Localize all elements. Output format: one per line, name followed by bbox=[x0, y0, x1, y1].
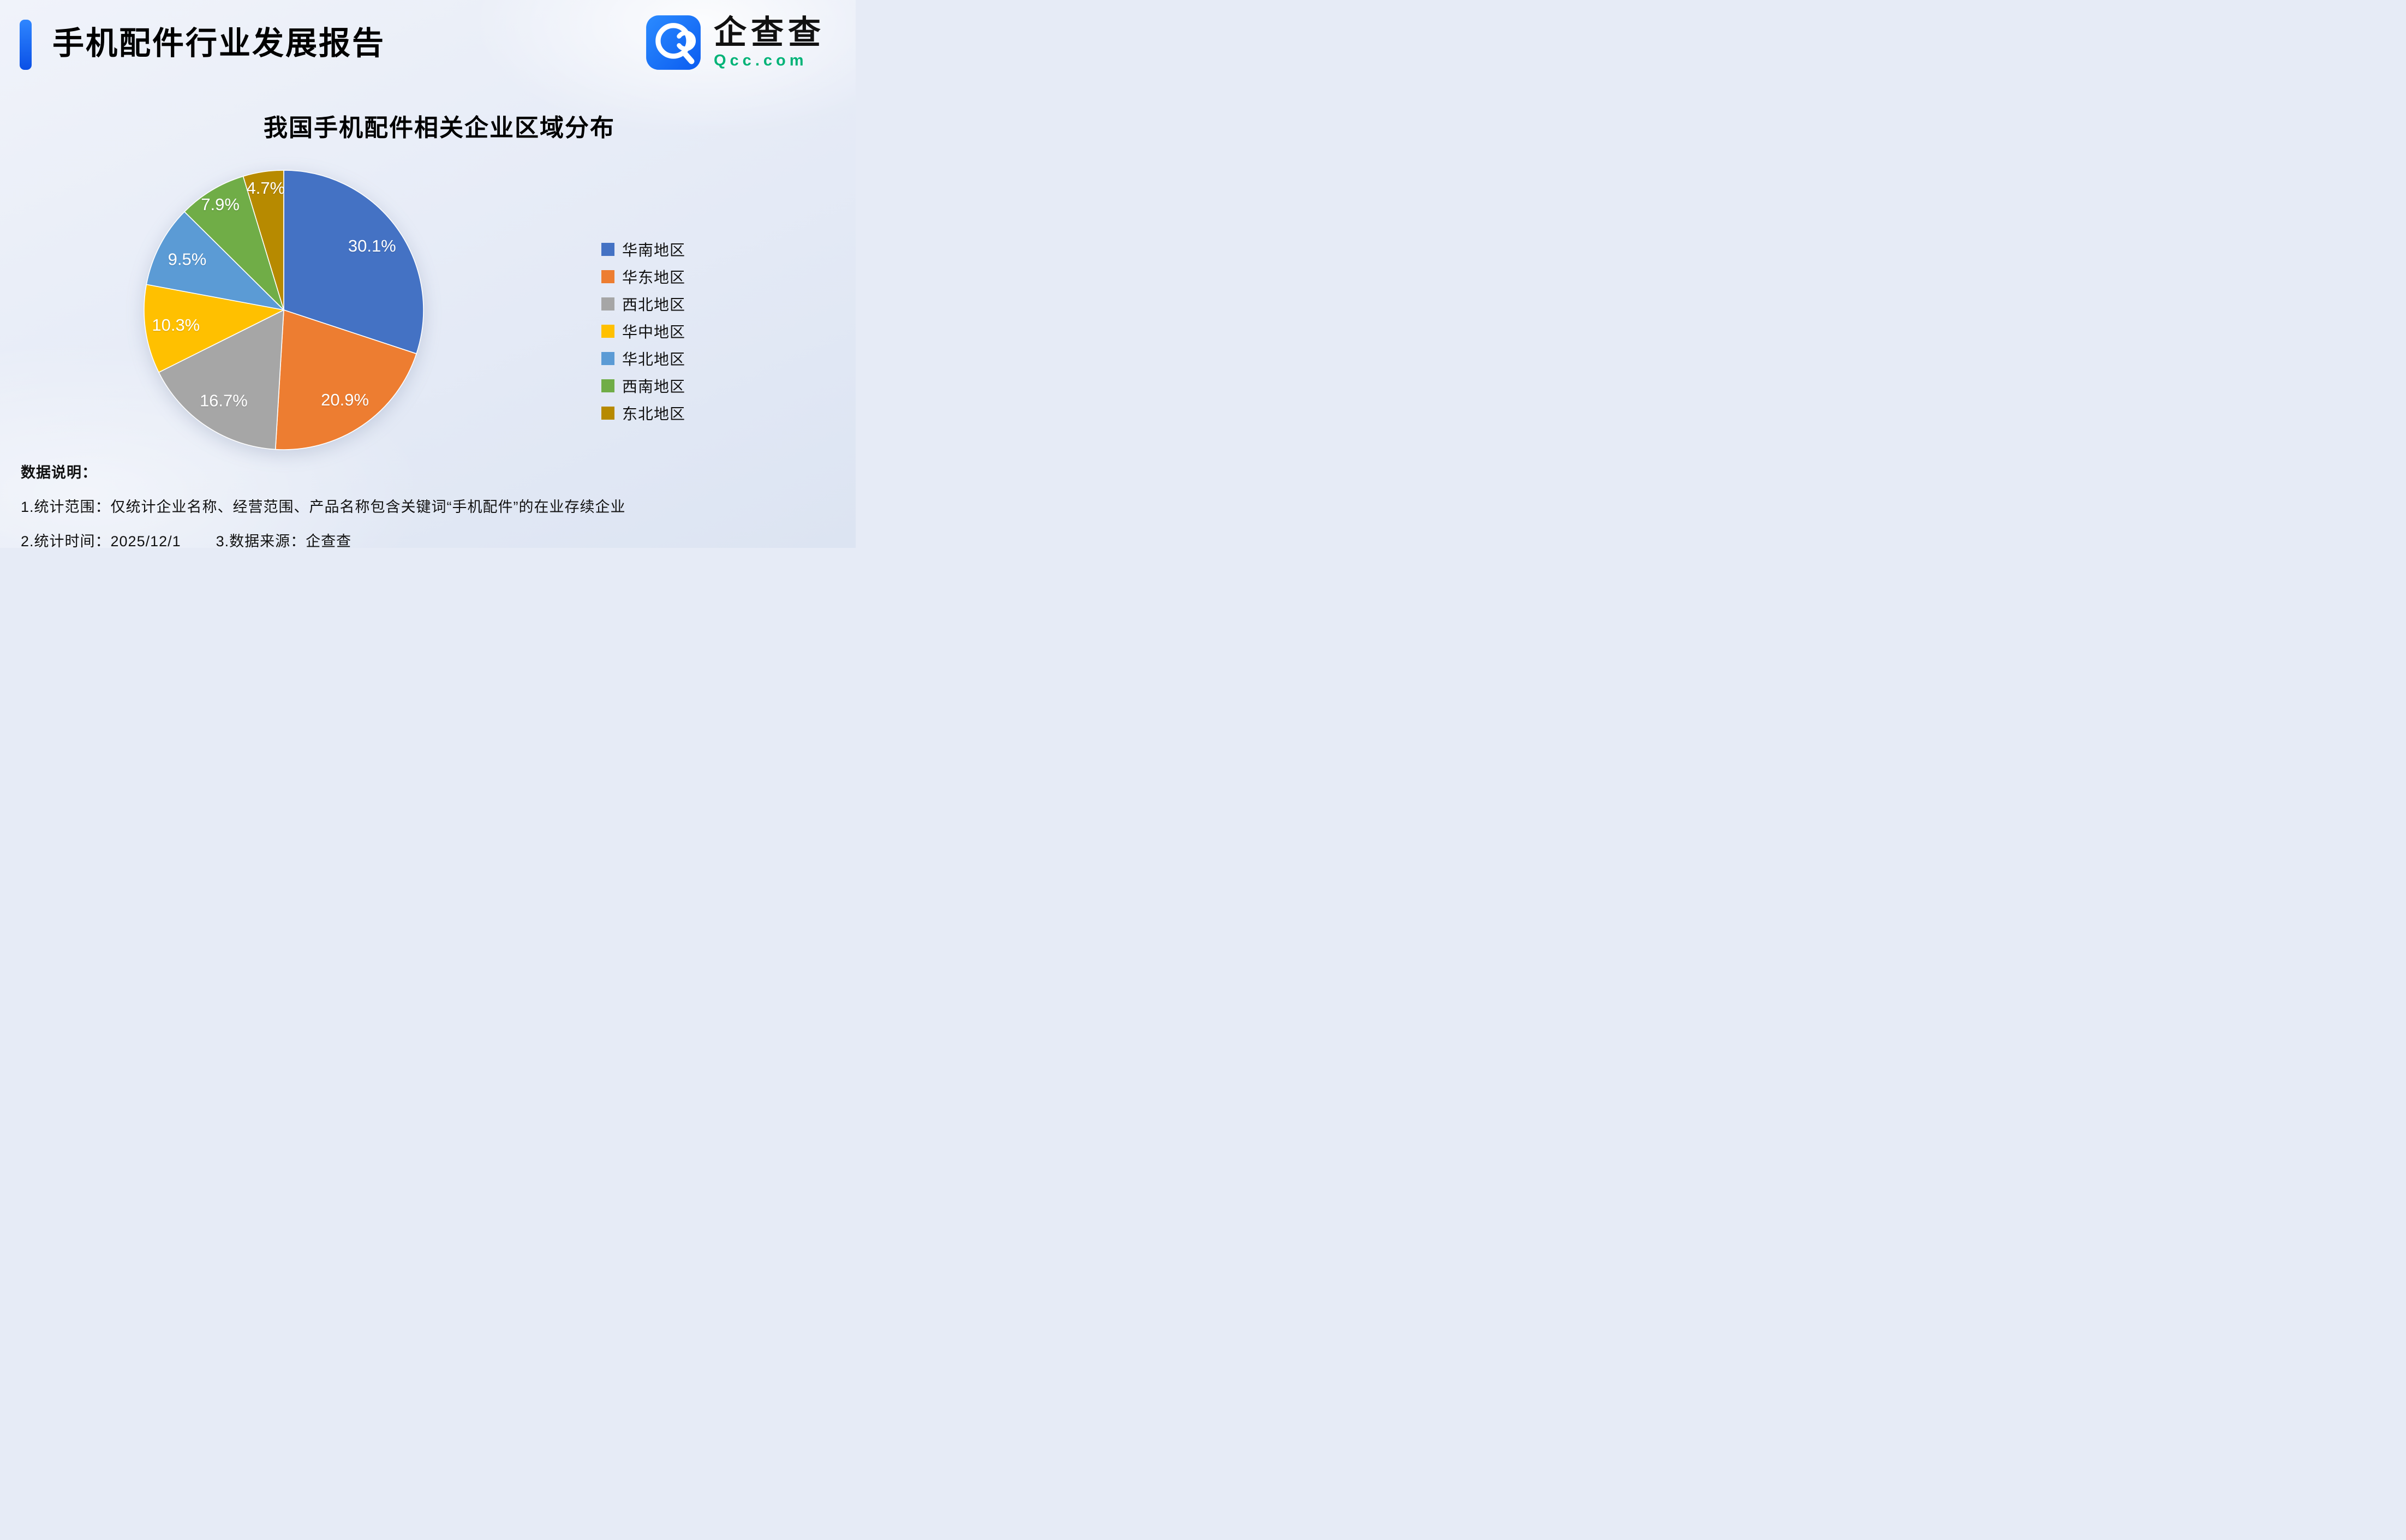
notes-heading: 数据说明： bbox=[21, 464, 97, 481]
qcc-logo: 企查查 Qcc.com bbox=[645, 14, 825, 71]
legend-label: 华东地区 bbox=[622, 268, 686, 286]
legend-item-3: 西北地区 bbox=[601, 296, 686, 313]
legend-item-6: 西南地区 bbox=[601, 378, 685, 395]
legend-swatch bbox=[601, 324, 614, 338]
pie-slice-label-2: 20.9% bbox=[321, 390, 369, 409]
pie-slice-5 bbox=[146, 211, 285, 311]
qcc-logo-icon bbox=[646, 15, 701, 70]
legend-label: 东北地区 bbox=[622, 405, 686, 422]
notes-stat-time: 2.统计时间：2025/12/1 bbox=[21, 533, 181, 548]
legend-label: 华中地区 bbox=[622, 323, 686, 341]
legend-item-7: 东北地区 bbox=[601, 405, 686, 422]
notes-line-2: 2.统计时间：2025/12/1 3.数据来源：企查查 bbox=[21, 529, 626, 548]
pie-slice-label-5: 9.5% bbox=[168, 250, 207, 269]
legend-swatch bbox=[601, 379, 614, 392]
legend-label: 华南地区 bbox=[622, 241, 686, 259]
pie-slice-label-7: 4.7% bbox=[247, 178, 285, 198]
notes-data-source: 3.数据来源：企查查 bbox=[216, 533, 352, 548]
page-title: 手机配件行业发展报告 bbox=[52, 26, 386, 61]
legend-label: 华北地区 bbox=[622, 350, 686, 368]
pie-slice-7 bbox=[242, 170, 284, 311]
legend-swatch bbox=[601, 351, 614, 365]
pie-slice-label-3: 16.7% bbox=[200, 391, 248, 410]
legend-item-1: 华南地区 bbox=[601, 241, 686, 259]
legend-swatch bbox=[601, 297, 614, 311]
notes-line-1: 1.统计范围：仅统计企业名称、经营范围、产品名称包含关键词“手机配件”的在业存续… bbox=[21, 499, 626, 515]
pie-slice-6 bbox=[183, 176, 284, 311]
legend-swatch bbox=[601, 270, 614, 283]
title-accent-bar bbox=[20, 20, 32, 70]
pie-slice-label-1: 30.1% bbox=[348, 236, 396, 255]
chart-title: 我国手机配件相关企业区域分布 bbox=[264, 115, 615, 141]
legend-item-4: 华中地区 bbox=[601, 323, 686, 341]
legend-swatch bbox=[601, 242, 614, 256]
legend-swatch bbox=[601, 406, 614, 420]
report-page: 手机配件行业发展报告 企查查 Qcc.com 我国手机配件相关企业区域分布 30… bbox=[0, 0, 856, 548]
pie-slice-label-6: 7.9% bbox=[201, 195, 240, 214]
pie-slice-1 bbox=[283, 170, 424, 355]
data-notes: 数据说明： 1.统计范围：仅统计企业名称、经营范围、产品名称包含关键词“手机配件… bbox=[21, 461, 626, 548]
legend-label: 西北地区 bbox=[622, 296, 686, 313]
pie-slice-label-4: 10.3% bbox=[152, 315, 200, 335]
chart-legend: 华南地区华东地区西北地区华中地区华北地区西南地区东北地区 bbox=[601, 241, 686, 422]
pie-slice-4 bbox=[144, 284, 285, 373]
legend-label: 西南地区 bbox=[622, 378, 686, 395]
qcc-logo-name: 企查查 bbox=[714, 14, 825, 51]
qcc-logo-text: 企查查 Qcc.com bbox=[714, 15, 825, 70]
qcc-logo-domain: Qcc.com bbox=[714, 52, 808, 69]
legend-item-2: 华东地区 bbox=[601, 268, 685, 286]
pie-slice-2 bbox=[274, 309, 417, 450]
legend-item-5: 华北地区 bbox=[601, 350, 686, 368]
pie-slice-3 bbox=[158, 309, 284, 450]
pie-chart-svg: 30.1% 20.9% 16.7% 10.3% 9.5% 7.9% 4.7% bbox=[144, 170, 424, 450]
pie-chart: 30.1% 20.9% 16.7% 10.3% 9.5% 7.9% 4.7% bbox=[131, 157, 437, 463]
